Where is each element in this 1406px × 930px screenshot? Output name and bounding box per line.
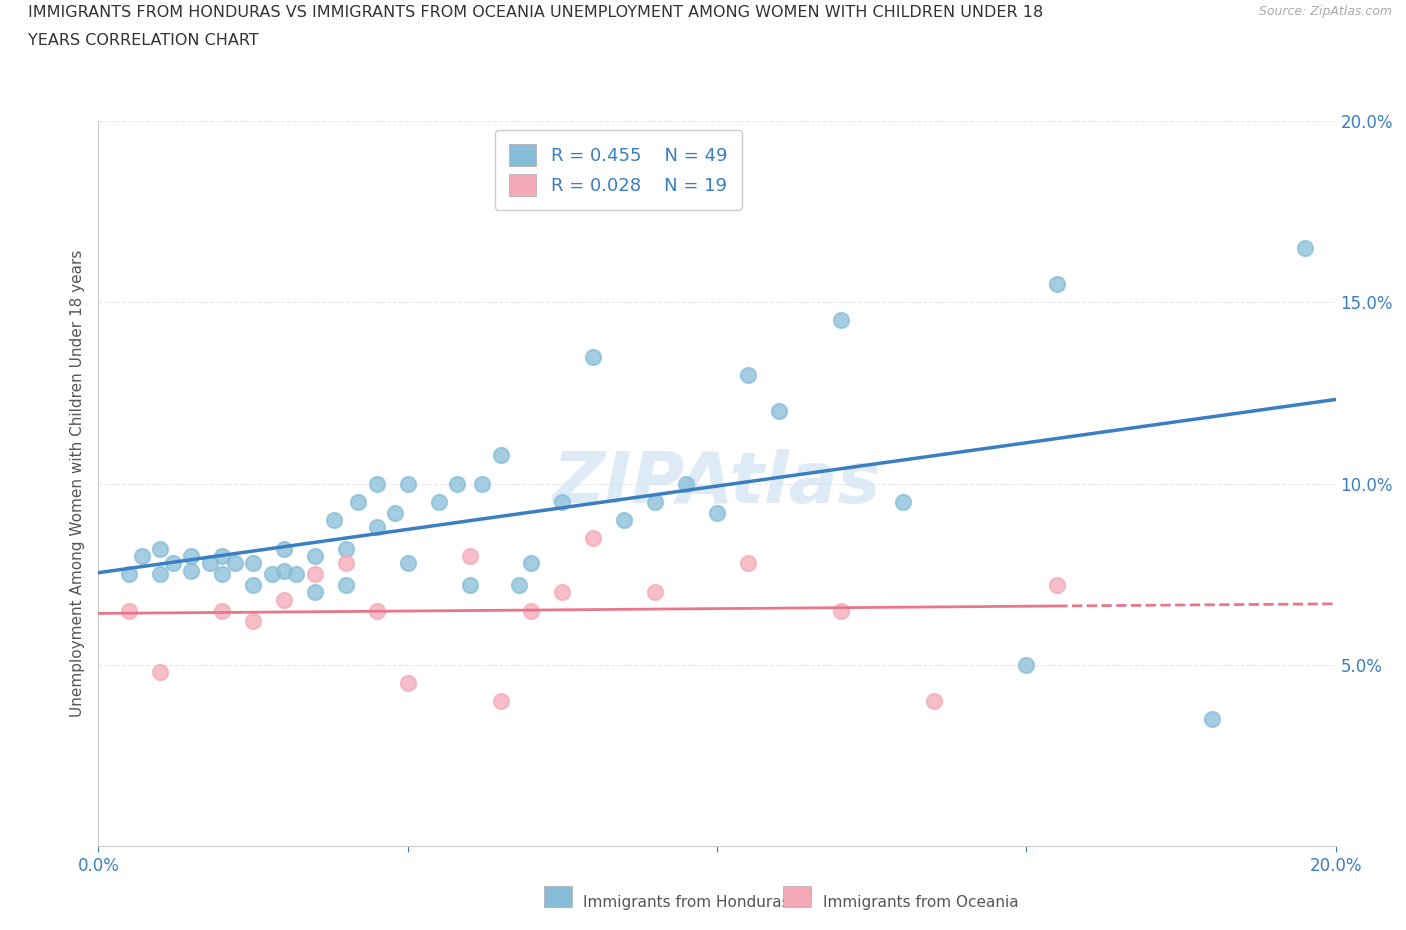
Point (1015, 658, 1038, 672)
Point (224, 556, 246, 571)
Text: Immigrants from Honduras: Immigrants from Honduras (583, 895, 790, 910)
Point (242, 556, 264, 571)
Point (162, 556, 184, 571)
Point (1201, 712, 1223, 727)
Point (1046, 277, 1069, 292)
Text: YEARS CORRELATION CHART: YEARS CORRELATION CHART (28, 33, 259, 47)
Point (613, 512, 636, 527)
Point (304, 585, 326, 600)
Point (644, 495, 666, 510)
Point (458, 549, 481, 564)
Point (675, 476, 697, 491)
Point (198, 556, 221, 571)
Point (322, 512, 344, 527)
Text: Immigrants from Oceania: Immigrants from Oceania (823, 895, 1018, 910)
Point (891, 495, 914, 510)
Point (149, 665, 172, 680)
Point (118, 567, 141, 582)
Point (922, 694, 945, 709)
Point (366, 604, 388, 618)
Point (347, 495, 370, 510)
Point (211, 604, 233, 618)
Point (508, 578, 530, 592)
Legend: R = 0.455    N = 49, R = 0.028    N = 19: R = 0.455 N = 49, R = 0.028 N = 19 (495, 130, 741, 210)
Point (396, 556, 419, 571)
Text: ZIPAtlas: ZIPAtlas (553, 449, 882, 518)
Point (366, 476, 388, 491)
Point (1046, 578, 1069, 592)
Point (131, 549, 153, 564)
Point (446, 476, 468, 491)
Text: IMMIGRANTS FROM HONDURAS VS IMMIGRANTS FROM OCEANIA UNEMPLOYMENT AMONG WOMEN WIT: IMMIGRANTS FROM HONDURAS VS IMMIGRANTS F… (28, 5, 1043, 20)
Point (520, 556, 543, 571)
Point (149, 541, 172, 556)
Point (427, 495, 450, 510)
Point (304, 567, 326, 582)
Point (335, 556, 357, 571)
Point (458, 578, 481, 592)
Point (644, 585, 666, 600)
Point (520, 604, 543, 618)
Point (366, 520, 388, 535)
Point (285, 567, 308, 582)
Point (582, 530, 605, 545)
Point (384, 505, 406, 520)
Point (242, 578, 264, 592)
Point (149, 567, 172, 582)
Point (180, 549, 202, 564)
Point (582, 349, 605, 364)
Point (335, 578, 357, 592)
Point (260, 567, 283, 582)
Y-axis label: Unemployment Among Women with Children Under 18 years: Unemployment Among Women with Children U… (69, 250, 84, 717)
Point (706, 505, 728, 520)
Point (551, 585, 574, 600)
Point (273, 564, 295, 578)
Point (211, 549, 233, 564)
Point (180, 564, 202, 578)
Point (768, 404, 790, 418)
Point (304, 549, 326, 564)
Point (118, 604, 141, 618)
Point (737, 367, 759, 382)
Point (830, 604, 852, 618)
Point (489, 447, 512, 462)
Point (242, 614, 264, 629)
Point (830, 312, 852, 328)
Point (273, 541, 295, 556)
Point (396, 476, 419, 491)
Point (551, 495, 574, 510)
Point (273, 592, 295, 607)
Point (211, 567, 233, 582)
Point (471, 476, 494, 491)
Point (335, 541, 357, 556)
Point (737, 556, 759, 571)
Point (1294, 240, 1316, 255)
Point (396, 675, 419, 690)
Point (489, 694, 512, 709)
Text: Source: ZipAtlas.com: Source: ZipAtlas.com (1258, 5, 1392, 18)
